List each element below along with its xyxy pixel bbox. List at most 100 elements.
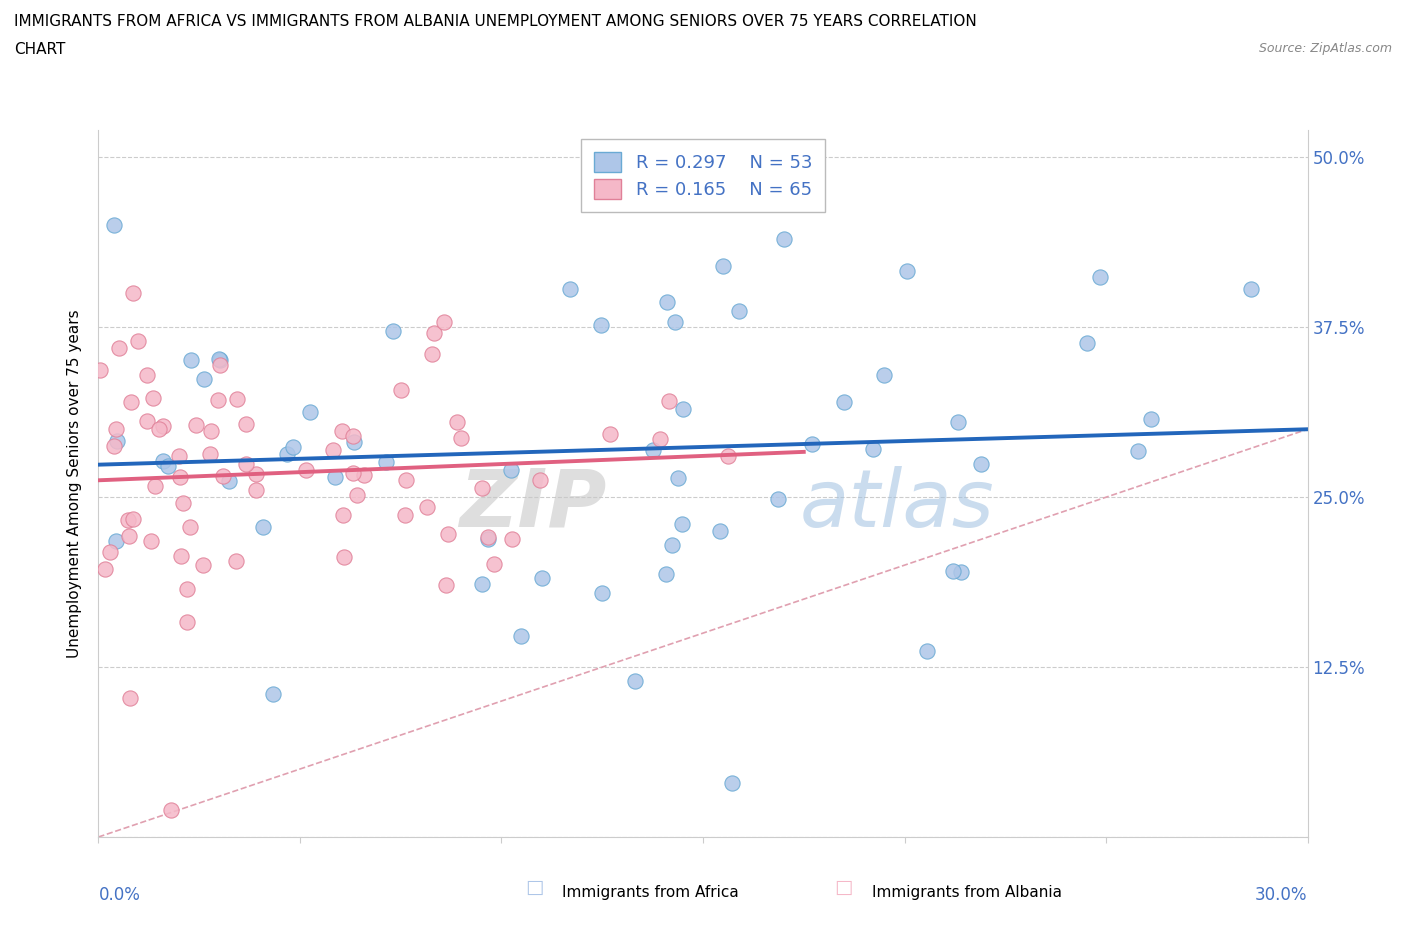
- Point: [142, 391, 165, 405]
- Point: [245, 483, 267, 498]
- Point: [436, 526, 458, 541]
- Point: [969, 457, 991, 472]
- Point: [245, 467, 267, 482]
- Point: [117, 512, 139, 527]
- Point: [193, 371, 215, 386]
- Point: [423, 326, 446, 340]
- Point: [332, 508, 354, 523]
- Point: [643, 443, 665, 458]
- Text: CHART: CHART: [14, 42, 66, 57]
- Point: [209, 357, 232, 372]
- Point: [655, 295, 678, 310]
- Point: [152, 454, 174, 469]
- Point: [342, 428, 364, 443]
- Point: [862, 442, 884, 457]
- Point: [896, 263, 918, 278]
- Point: [530, 570, 553, 585]
- Point: [484, 556, 506, 571]
- Point: [98, 545, 121, 560]
- Point: [330, 423, 353, 438]
- Point: [103, 439, 125, 454]
- Point: [207, 392, 229, 407]
- Point: [176, 615, 198, 630]
- Point: [321, 443, 343, 458]
- Point: [342, 466, 364, 481]
- Point: [208, 352, 231, 366]
- Legend: R = 0.297    N = 53, R = 0.165    N = 65: R = 0.297 N = 53, R = 0.165 N = 65: [581, 140, 825, 211]
- Point: [343, 434, 366, 449]
- Point: [948, 414, 970, 429]
- Point: [118, 528, 141, 543]
- Point: [671, 516, 693, 531]
- Point: [768, 492, 790, 507]
- Point: [127, 334, 149, 349]
- Point: [664, 314, 686, 329]
- Point: [394, 508, 416, 523]
- Point: [510, 629, 533, 644]
- Point: [672, 402, 695, 417]
- Point: [801, 437, 824, 452]
- Point: [235, 457, 257, 472]
- Point: [381, 324, 404, 339]
- Point: [160, 803, 183, 817]
- Point: [226, 392, 249, 406]
- Text: Immigrants from Albania: Immigrants from Albania: [872, 885, 1062, 900]
- Point: [501, 532, 523, 547]
- Point: [200, 423, 222, 438]
- Point: [105, 433, 128, 448]
- Point: [589, 318, 612, 333]
- Point: [135, 367, 157, 382]
- Point: [333, 550, 356, 565]
- Point: [873, 367, 896, 382]
- Point: [353, 468, 375, 483]
- Point: [135, 414, 157, 429]
- Point: [772, 232, 794, 246]
- Text: Immigrants from Africa: Immigrants from Africa: [562, 885, 740, 900]
- Point: [389, 382, 412, 397]
- Point: [591, 585, 613, 600]
- Point: [104, 533, 127, 548]
- Point: [661, 538, 683, 552]
- Point: [167, 449, 190, 464]
- Point: [107, 340, 129, 355]
- Point: [323, 470, 346, 485]
- Point: [218, 474, 240, 489]
- Point: [225, 553, 247, 568]
- Point: [294, 462, 316, 477]
- Point: [180, 352, 202, 367]
- Point: [122, 286, 145, 300]
- Point: [450, 431, 472, 445]
- Point: [235, 417, 257, 432]
- Point: [281, 439, 304, 454]
- Point: [668, 471, 690, 485]
- Point: [624, 673, 647, 688]
- Text: □: □: [834, 878, 853, 897]
- Point: [446, 415, 468, 430]
- Point: [176, 581, 198, 596]
- Point: [727, 303, 749, 318]
- Point: [262, 687, 284, 702]
- Point: [89, 363, 111, 378]
- Point: [1240, 282, 1263, 297]
- Point: [499, 463, 522, 478]
- Point: [120, 691, 142, 706]
- Point: [711, 259, 734, 273]
- Text: 0.0%: 0.0%: [98, 886, 141, 905]
- Point: [179, 520, 201, 535]
- Point: [157, 458, 180, 473]
- Point: [558, 282, 581, 297]
- Point: [152, 418, 174, 433]
- Point: [122, 512, 145, 526]
- Point: [298, 405, 321, 419]
- Point: [184, 418, 207, 432]
- Point: [93, 562, 115, 577]
- Point: [709, 524, 731, 538]
- Point: [395, 472, 418, 487]
- Point: [148, 422, 170, 437]
- Text: Source: ZipAtlas.com: Source: ZipAtlas.com: [1258, 42, 1392, 55]
- Point: [104, 421, 127, 436]
- Point: [120, 394, 142, 409]
- Point: [658, 394, 681, 409]
- Point: [599, 427, 621, 442]
- Point: [942, 564, 965, 578]
